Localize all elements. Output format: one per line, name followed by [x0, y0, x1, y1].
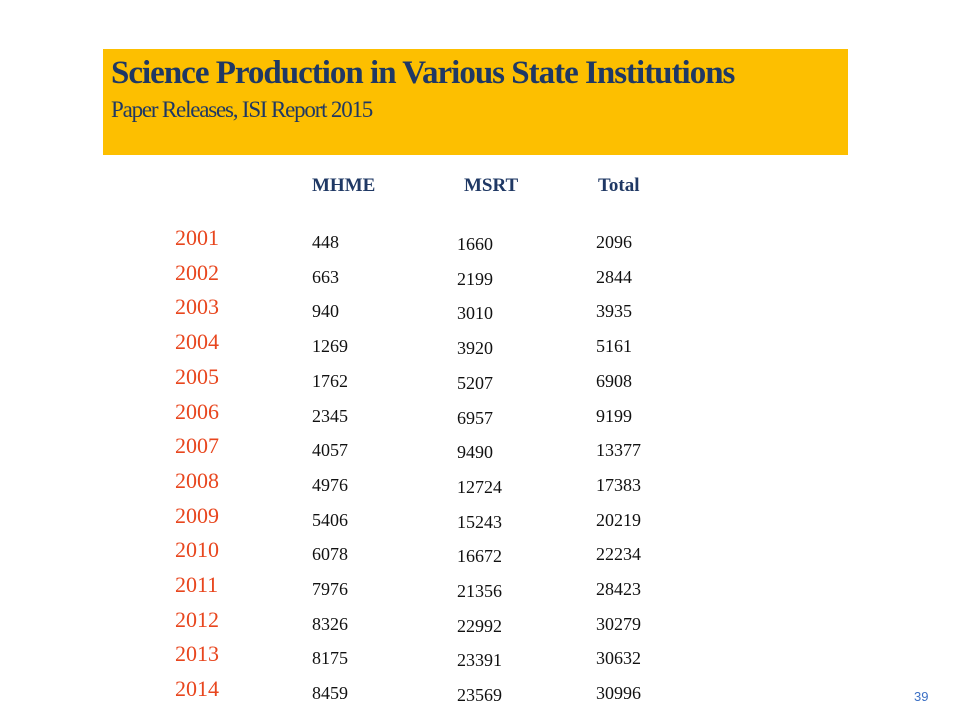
mhme-cell: 1269 — [312, 336, 348, 357]
year-cell: 2014 — [175, 676, 219, 702]
total-cell: 28423 — [596, 579, 641, 599]
year-cell: 2012 — [175, 606, 219, 632]
mhme-cell: 940 — [312, 301, 339, 322]
header-total: Total — [598, 175, 640, 196]
mhme-cell: 448 — [312, 232, 339, 252]
total-cell: 9199 — [596, 405, 632, 426]
mhme-cell: 2345 — [312, 405, 348, 426]
year-cell: 2001 — [175, 225, 219, 250]
year-cell: 2007 — [175, 433, 219, 459]
header-msrt: MSRT — [464, 175, 519, 196]
mhme-cell: 1762 — [312, 370, 348, 391]
total-cell: 2096 — [596, 232, 632, 252]
year-cell: 2008 — [175, 467, 219, 493]
year-cell: 2004 — [175, 329, 219, 355]
mhme-cell: 6078 — [312, 544, 348, 565]
msrt-cell: 15243 — [457, 511, 502, 532]
total-cell: 3935 — [596, 301, 632, 322]
slide-title: Science Production in Various State Inst… — [111, 55, 735, 91]
mhme-cell: 8326 — [312, 613, 348, 634]
msrt-cell: 3010 — [457, 303, 493, 324]
msrt-cell: 16672 — [457, 546, 502, 567]
total-cell: 30996 — [596, 683, 641, 704]
year-cell: 2011 — [175, 572, 219, 597]
title-banner: Science Production in Various State Inst… — [103, 49, 848, 155]
msrt-cell: 9490 — [457, 442, 493, 463]
total-cell: 17383 — [596, 474, 641, 495]
mhme-cell: 4057 — [312, 440, 348, 461]
year-cell: 2002 — [175, 259, 219, 285]
msrt-cell: 23569 — [457, 685, 502, 706]
year-cell: 2006 — [175, 398, 219, 424]
msrt-cell: 23391 — [457, 650, 502, 671]
total-cell: 30632 — [596, 648, 641, 669]
msrt-cell: 3920 — [457, 338, 493, 359]
msrt-cell: 12724 — [457, 476, 502, 497]
year-cell: 2013 — [175, 641, 219, 667]
msrt-cell: 6957 — [457, 407, 493, 428]
msrt-cell: 1660 — [457, 234, 493, 254]
msrt-cell: 2199 — [457, 268, 493, 289]
total-cell: 13377 — [596, 440, 641, 461]
year-cell: 2009 — [175, 502, 219, 528]
mhme-cell: 7976 — [312, 579, 348, 599]
page-number: 39 — [914, 689, 929, 704]
mhme-cell: 663 — [312, 266, 339, 287]
total-cell: 6908 — [596, 370, 632, 391]
total-cell: 30279 — [596, 613, 641, 634]
year-cell: 2005 — [175, 363, 219, 389]
mhme-cell: 5406 — [312, 509, 348, 530]
slide-subtitle: Paper Releases, ISI Report 2015 — [111, 97, 373, 122]
msrt-cell: 21356 — [457, 581, 502, 601]
total-cell: 22234 — [596, 544, 641, 565]
header-mhme: MHME — [312, 175, 376, 196]
total-cell: 2844 — [596, 266, 632, 287]
year-cell: 2010 — [175, 537, 219, 563]
mhme-cell: 8459 — [312, 683, 348, 704]
year-cell: 2003 — [175, 294, 219, 320]
total-cell: 5161 — [596, 336, 632, 357]
msrt-cell: 5207 — [457, 372, 493, 393]
mhme-cell: 8175 — [312, 648, 348, 669]
msrt-cell: 22992 — [457, 615, 502, 636]
mhme-cell: 4976 — [312, 474, 348, 495]
total-cell: 20219 — [596, 509, 641, 530]
